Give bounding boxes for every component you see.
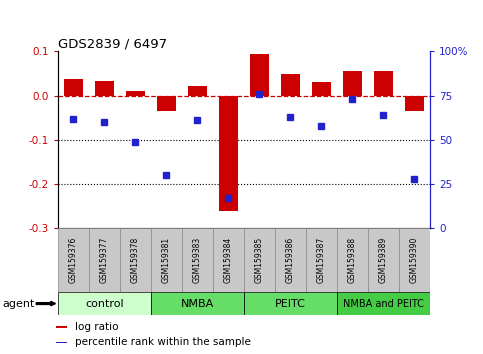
Bar (275, 228, 306, 292)
Bar (95, 81, 114, 96)
Bar (244, 228, 275, 292)
Bar (89, 228, 120, 292)
Text: GSM159385: GSM159385 (255, 237, 264, 283)
Bar (56, 342, 68, 343)
Text: GSM159388: GSM159388 (348, 237, 357, 283)
Text: NMBA and PEITC: NMBA and PEITC (343, 298, 424, 309)
Text: agent: agent (2, 298, 35, 309)
Text: GSM159390: GSM159390 (410, 237, 419, 284)
Bar (151, 228, 182, 292)
Text: percentile rank within the sample: percentile rank within the sample (75, 337, 251, 348)
Text: GSM159387: GSM159387 (317, 237, 326, 283)
Text: NMBA: NMBA (181, 298, 214, 309)
Bar (244, 292, 337, 315)
Text: GSM159377: GSM159377 (100, 237, 109, 284)
Bar (399, 228, 430, 292)
Bar (64, 79, 83, 96)
Bar (182, 228, 213, 292)
Bar (250, 53, 269, 96)
Text: GSM159381: GSM159381 (162, 237, 171, 283)
Text: PEITC: PEITC (275, 298, 306, 309)
Bar (219, 96, 238, 211)
Bar (188, 86, 207, 96)
Bar (58, 228, 89, 292)
Text: GSM159378: GSM159378 (131, 237, 140, 283)
Bar (281, 74, 300, 96)
Text: GDS2839 / 6497: GDS2839 / 6497 (58, 37, 167, 50)
Bar (343, 71, 362, 96)
Bar (213, 228, 244, 292)
Bar (126, 91, 145, 96)
Bar (374, 71, 393, 96)
Text: GSM159376: GSM159376 (69, 237, 78, 284)
Bar (306, 228, 337, 292)
Bar (58, 292, 151, 315)
Bar (157, 96, 176, 111)
Bar (56, 326, 68, 327)
Text: log ratio: log ratio (75, 321, 118, 332)
Bar (312, 82, 331, 96)
Bar (337, 228, 368, 292)
Bar (337, 292, 430, 315)
Bar (120, 228, 151, 292)
Text: GSM159383: GSM159383 (193, 237, 202, 283)
Bar (151, 292, 244, 315)
Bar (405, 96, 424, 111)
Text: GSM159384: GSM159384 (224, 237, 233, 283)
Text: GSM159386: GSM159386 (286, 237, 295, 283)
Text: GSM159389: GSM159389 (379, 237, 388, 283)
Text: control: control (85, 298, 124, 309)
Bar (368, 228, 399, 292)
